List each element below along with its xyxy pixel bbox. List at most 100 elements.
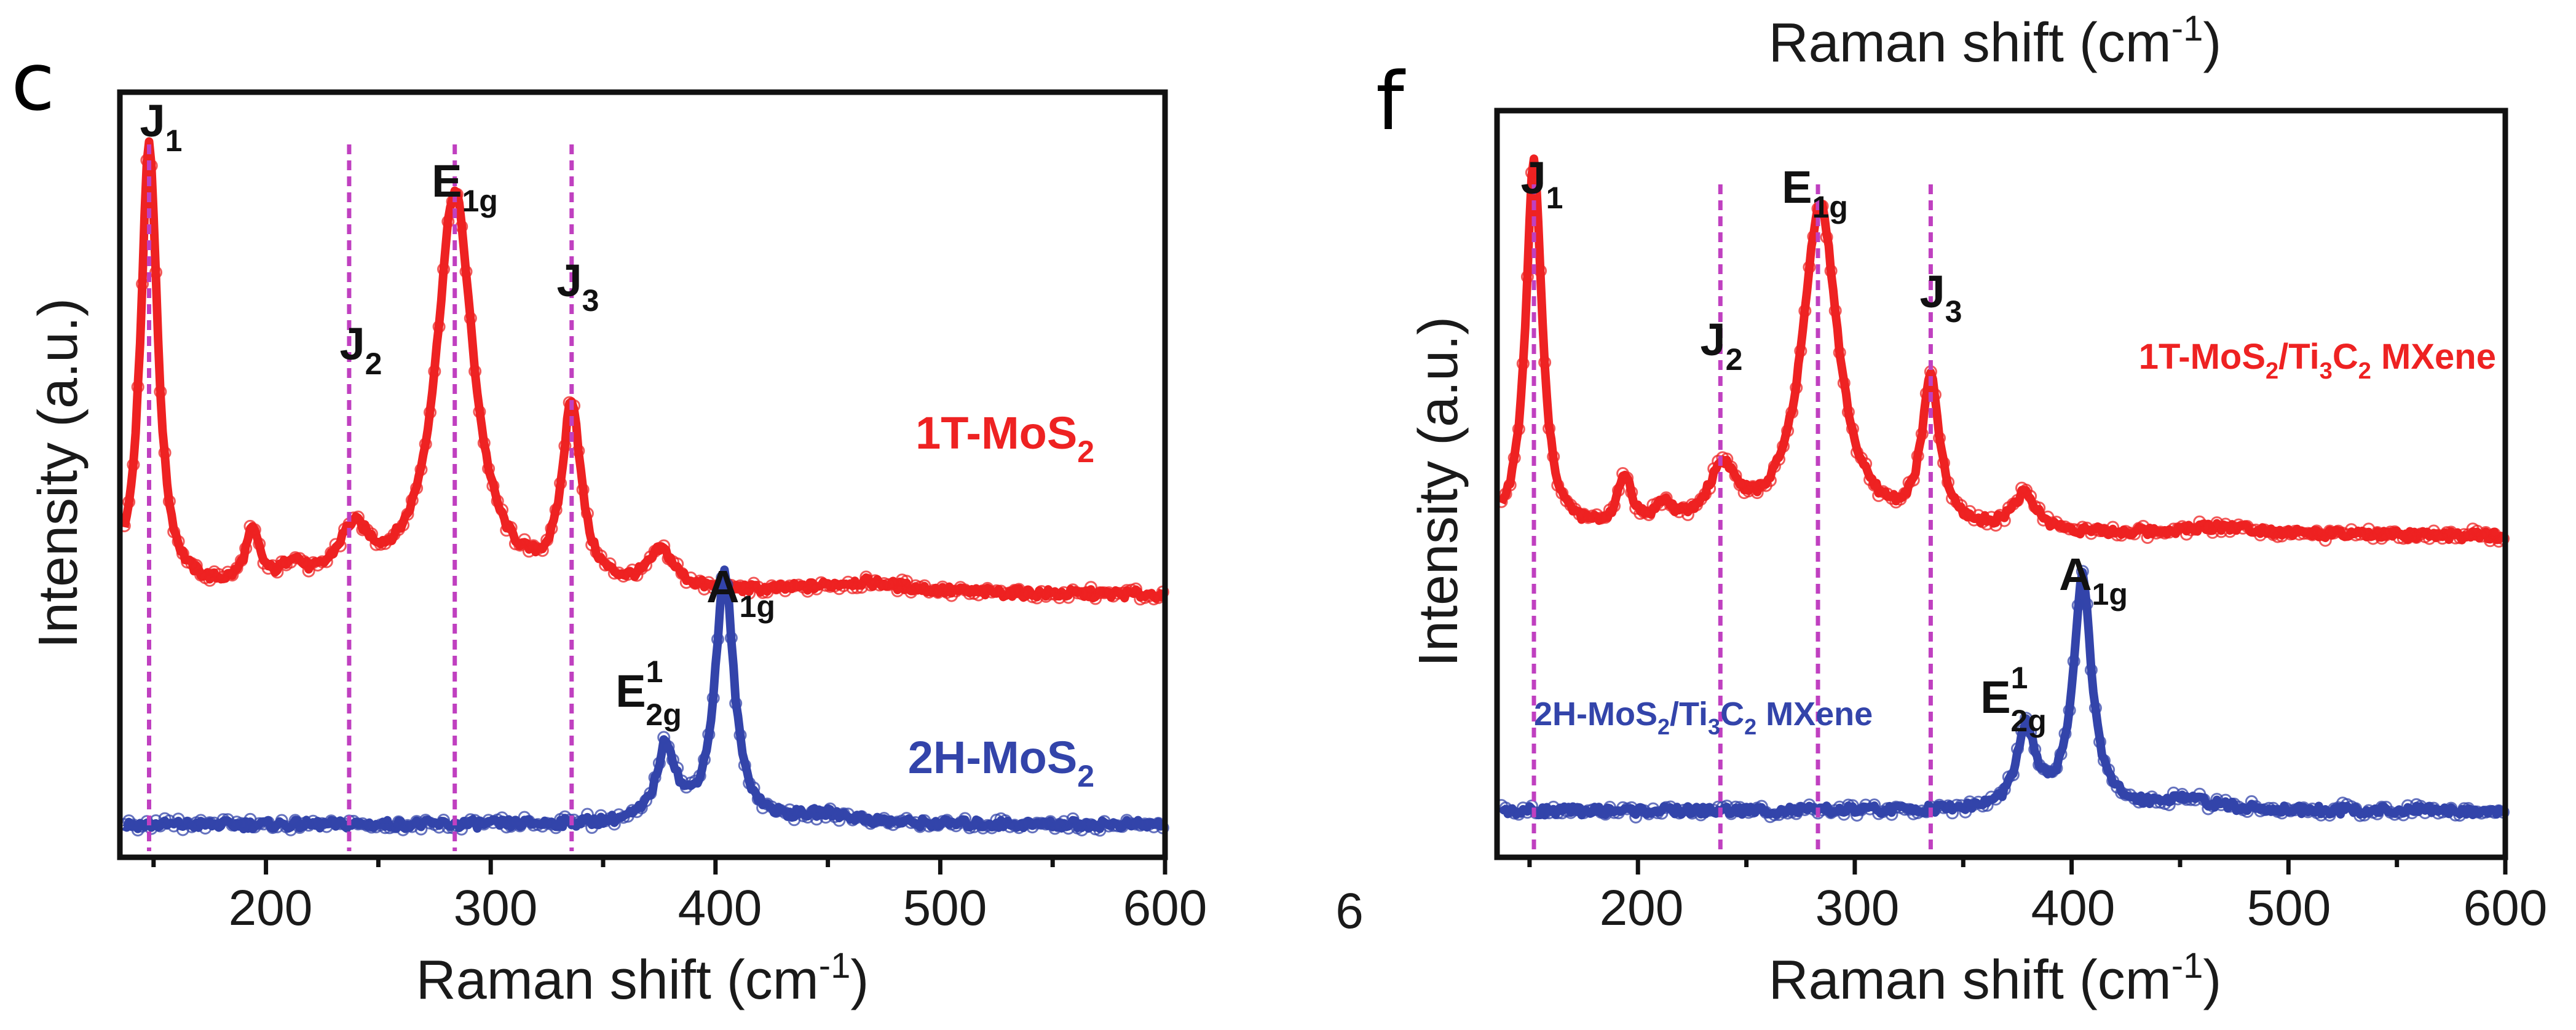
data-point [473,405,486,419]
peak-label-j2: J2 [340,318,382,381]
data-point [580,507,594,520]
x-axis-title-f: Raman shift (cm-1) [1769,946,2222,1011]
data-point [1980,517,1994,531]
data-point [850,811,864,824]
data-point [2058,727,2072,741]
data-point [1525,800,1538,812]
data-point [558,439,572,453]
data-point [733,728,747,742]
data-point [2162,798,2176,811]
data-point [172,535,185,548]
series-1t-mos2 [117,137,1169,606]
data-point [855,581,868,594]
y-axis-title-f: Intensity (a.u.) [1408,316,1469,667]
data-point [1794,344,1808,358]
peak-label-e2g: E1 2g [615,655,682,732]
x-ticks-f [1527,857,2508,875]
data-point [2020,712,2033,725]
data-point [2444,801,2458,815]
series-label-2h-mos2: 2H-MoS2 [908,732,1094,793]
peak-label-a1g: A1g [2059,549,2128,611]
data-point [1703,482,1717,495]
data-point [1859,457,1873,471]
data-point [1664,800,1677,814]
data-point [1138,817,1152,831]
data-point [1781,424,1795,438]
data-point [365,527,378,541]
data-point [2167,522,2180,536]
data-point [1820,230,1833,244]
data-point [2262,801,2276,815]
data-point [2293,527,2306,541]
data-point [1530,806,1543,820]
data-point [248,523,261,537]
data-point [2015,724,2028,737]
data-point [1538,356,1552,369]
data-point [729,697,743,710]
data-point [352,510,365,524]
series-2h-mos2 [117,565,1169,837]
data-point [527,819,540,832]
series-label-2h-mos2-ti3c2-mxene: 2H-MoS2/Ti3C2 MXene [1534,696,1873,739]
data-point [1093,586,1107,599]
data-point [1768,808,1781,822]
data-point [720,578,733,591]
data-point [823,580,837,593]
data-point [1538,806,1552,820]
data-point [441,215,455,228]
data-point [459,265,473,278]
peak-guide-lines [147,144,574,851]
data-point [1564,498,1578,512]
data-point [576,483,590,497]
data-point [2149,795,2163,809]
x-tick-label: 600 [1123,880,1207,936]
panel-c: c 200 300 400 500 600 Raman shift (cm-1)… [11,35,1207,1011]
data-point [2401,799,2414,812]
data-point [2006,768,2020,782]
data-point [2297,527,2310,540]
data-point [162,495,176,508]
data-point [1889,800,1903,814]
data-point [1070,586,1084,600]
data-point [2184,523,2198,537]
peak-label-j3: J3 [1920,266,1962,329]
peak-label-j2: J2 [1701,314,1743,377]
data-point [1911,449,1924,463]
panel-letter-f: f [1376,55,1406,148]
data-point [405,493,419,507]
data-point [482,462,496,476]
data-point [518,533,531,546]
data-point [540,533,554,547]
data-point [1586,803,1599,817]
data-point [1102,819,1116,833]
data-point [963,587,976,600]
data-point [1772,452,1785,466]
data-point [1120,584,1134,597]
data-point [1837,376,1851,390]
data-point [1881,487,1894,501]
data-point [496,503,508,516]
x-tick-label: 400 [678,880,762,936]
data-point [644,787,657,800]
data-point [788,579,801,592]
data-point [2102,763,2116,776]
data-point [563,813,576,827]
data-point [549,503,563,517]
data-point [724,631,738,645]
series-label-1t-mos2: 1T-MoS2 [915,407,1094,469]
data-point [410,481,424,495]
data-point [342,814,356,828]
data-point [253,537,266,551]
data-point [1573,508,1586,521]
data-point [1030,816,1044,830]
data-point [127,458,140,471]
data-point [1785,406,1799,419]
data-point [693,769,706,782]
peak-label-e2g: E1 2g [1980,661,2047,738]
series-2h-mos2-ti3c2-mxene [1495,565,2510,824]
data-point [2011,742,2024,755]
data-point [1790,381,1803,395]
series-label-1t-mos2-ti3c2-mxene: 1T-MoS2/Ti3C2 MXene [2139,337,2496,384]
data-point [1124,817,1138,830]
